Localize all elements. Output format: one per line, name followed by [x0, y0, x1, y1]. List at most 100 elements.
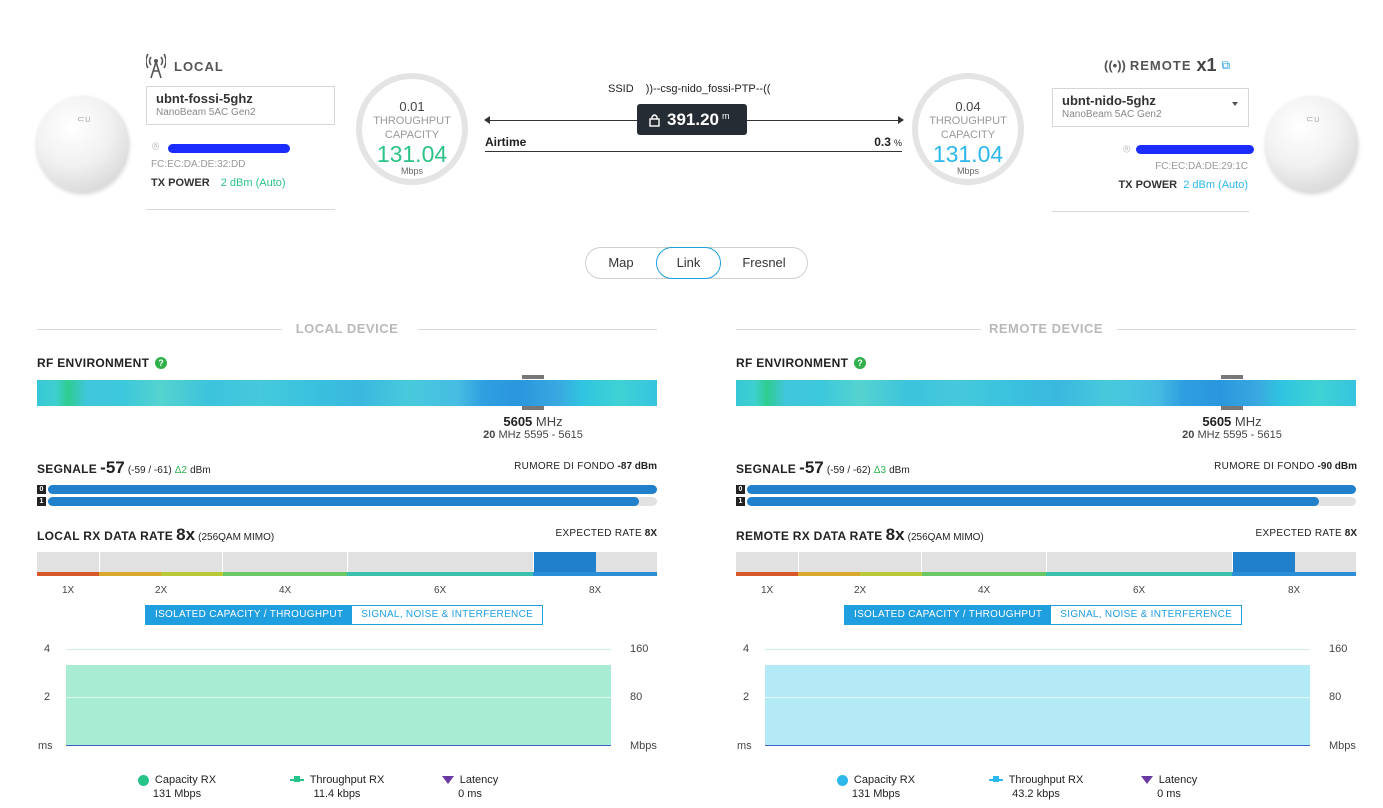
- rx-rate-modulation: (256QAM MIMO): [198, 532, 275, 543]
- expected-rate-label: EXPECTED RATE: [1255, 528, 1342, 539]
- distance-value: 391.20: [667, 109, 719, 129]
- rate-seg-6x: [347, 572, 533, 576]
- signal-chains: (-59 / -61): [127, 465, 172, 476]
- legend-throughput-name: Throughput RX: [1008, 774, 1084, 786]
- rx-data-rate: REMOTE RX DATA RATE 8x (256QAM MIMO): [736, 525, 984, 545]
- view-switcher: Map Link Fresnel: [585, 247, 808, 279]
- rate-seg-3x: [860, 572, 922, 576]
- remote-tx-power: TX POWER 2 dBm (Auto): [1080, 179, 1248, 191]
- chain-1-signal-fill: [48, 497, 639, 506]
- remote-header: ((•)) REMOTE x1 ⧉: [1104, 55, 1230, 76]
- signal-delta: Δ3: [873, 465, 887, 476]
- signal-readout: SEGNALE -57 (-59 / -62) Δ3 dBm: [736, 458, 910, 478]
- section-line-right: [418, 329, 657, 330]
- rate-divider: [347, 552, 348, 572]
- ssid-value: ))--csg-nido_fossi-PTP--((: [645, 83, 771, 95]
- ssid-label: SSID: [608, 83, 634, 95]
- left-axis-unit: ms: [38, 740, 53, 752]
- help-icon[interactable]: ?: [155, 357, 168, 369]
- tab-map[interactable]: Map: [608, 255, 634, 270]
- rate-seg-8x: [1232, 572, 1356, 576]
- legend-latency-row: Latency: [1129, 774, 1209, 786]
- expected-rate-label: EXPECTED RATE: [555, 528, 642, 539]
- redacted-location: [168, 144, 290, 153]
- remote-mac: FC:EC:DA:DE:29:1C: [1155, 161, 1248, 172]
- remote-device-model: NanoBeam 5AC Gen2: [1062, 109, 1162, 120]
- rate-divider: [921, 552, 922, 572]
- tab-signal-noise[interactable]: SIGNAL, NOISE & INTERFERENCE: [1060, 609, 1233, 620]
- chain-1-label: 1: [736, 497, 745, 506]
- rx-rate-modulation: (256QAM MIMO): [907, 532, 984, 543]
- tab-capacity-throughput[interactable]: ISOLATED CAPACITY / THROUGHPUT: [845, 606, 1052, 624]
- tab-fresnel[interactable]: Fresnel: [742, 255, 786, 270]
- signal-label: SEGNALE: [736, 462, 797, 476]
- signal-chains: (-59 / -62): [826, 465, 871, 476]
- chain-1-signal-bar: [48, 497, 657, 506]
- legend-throughput-row: Throughput RX: [282, 774, 392, 786]
- legend-latency-name: Latency: [1158, 774, 1198, 786]
- channel-range: 5595 - 5615: [1223, 429, 1282, 441]
- legend-capacity-row: Capacity RX: [831, 774, 921, 786]
- right-axis-mid: 80: [630, 691, 643, 703]
- channel-marker-top: [522, 375, 544, 379]
- local-device-image: ⊂∪: [37, 96, 129, 192]
- tab-signal-noise[interactable]: SIGNAL, NOISE & INTERFERENCE: [361, 609, 534, 620]
- rate-divider: [222, 552, 223, 572]
- legend-throughput-value: 43.2 kbps: [1012, 788, 1060, 800]
- chain-0-label: 0: [37, 485, 46, 494]
- distance-badge: 391.20 m: [637, 104, 747, 135]
- legend-latency: Latency 0 ms: [1129, 774, 1209, 800]
- rate-tick-8x: 8X: [589, 585, 602, 596]
- rf-spectrum[interactable]: [736, 380, 1356, 406]
- local-device-panel: LOCAL DEVICE RF ENVIRONMENT? 5605 MHz 20…: [37, 318, 657, 808]
- rx-rate-label: LOCAL RX DATA RATE: [37, 529, 174, 543]
- rate-track: [37, 552, 657, 572]
- help-icon[interactable]: ?: [854, 357, 867, 369]
- location-pin-icon: ⌾: [1123, 142, 1131, 156]
- tab-capacity-throughput[interactable]: ISOLATED CAPACITY / THROUGHPUT: [146, 606, 353, 624]
- lock-icon: [649, 113, 660, 127]
- rate-divider: [99, 552, 100, 572]
- remote-device-select[interactable]: ubnt-nido-5ghz NanoBeam 5AC Gen2: [1052, 88, 1249, 127]
- rate-tick-2x: 2X: [854, 585, 867, 596]
- legend-capacity-name: Capacity RX: [154, 774, 217, 786]
- current-rate-indicator: [534, 552, 596, 572]
- signal-delta: Δ2: [174, 465, 188, 476]
- local-capacity-gauge: 0.01 THROUGHPUT CAPACITY 131.04 Mbps: [356, 73, 468, 185]
- noise-floor-readout: RUMORE DI FONDO -87 dBm: [514, 461, 657, 472]
- distance-unit: m: [722, 110, 730, 121]
- rf-environment-label: RF ENVIRONMENT?: [736, 356, 867, 370]
- center-frequency: 5605 MHz: [1172, 414, 1292, 429]
- legend-capacity: Capacity RX 131 Mbps: [831, 774, 921, 800]
- rf-spectrum[interactable]: [37, 380, 657, 406]
- grid-line: [765, 697, 1310, 698]
- rate-tick-2x: 2X: [155, 585, 168, 596]
- rate-divider: [533, 552, 534, 572]
- left-axis-top: 4: [44, 643, 51, 655]
- section-line-left: [37, 329, 282, 330]
- legend-latency-value: 0 ms: [1157, 788, 1181, 800]
- noise-floor-label: RUMORE DI FONDO: [1214, 461, 1315, 472]
- chain-1-label: 1: [37, 497, 46, 506]
- rate-track: [736, 552, 1356, 572]
- remote-throughput-label: THROUGHPUT: [929, 115, 1007, 127]
- arrow-left-icon: [484, 116, 490, 124]
- external-link-icon[interactable]: ⧉: [1221, 58, 1231, 72]
- signal-unit: dBm: [889, 465, 910, 476]
- local-throughput-label: THROUGHPUT: [373, 115, 451, 127]
- rate-divider: [1232, 552, 1233, 572]
- remote-capacity-value: 131.04: [932, 141, 1004, 167]
- remote-capacity-label: CAPACITY: [940, 129, 996, 141]
- rate-seg-2x: [99, 572, 161, 576]
- remote-card-divider: [1052, 211, 1249, 212]
- chart-tabs: ISOLATED CAPACITY / THROUGHPUT SIGNAL, N…: [145, 605, 544, 625]
- legend-throughput-square: [992, 776, 999, 783]
- left-axis-unit: ms: [737, 740, 752, 752]
- local-mac: FC:EC:DA:DE:32:DD: [151, 159, 246, 170]
- local-device-name-box: ubnt-fossi-5ghz NanoBeam 5AC Gen2: [146, 86, 335, 125]
- expected-rate: EXPECTED RATE 8X: [555, 528, 657, 539]
- left-axis-mid: 2: [44, 691, 51, 703]
- rate-divider: [798, 552, 799, 572]
- chain-1-signal-bar: [747, 497, 1356, 506]
- tab-link[interactable]: Link: [656, 247, 721, 279]
